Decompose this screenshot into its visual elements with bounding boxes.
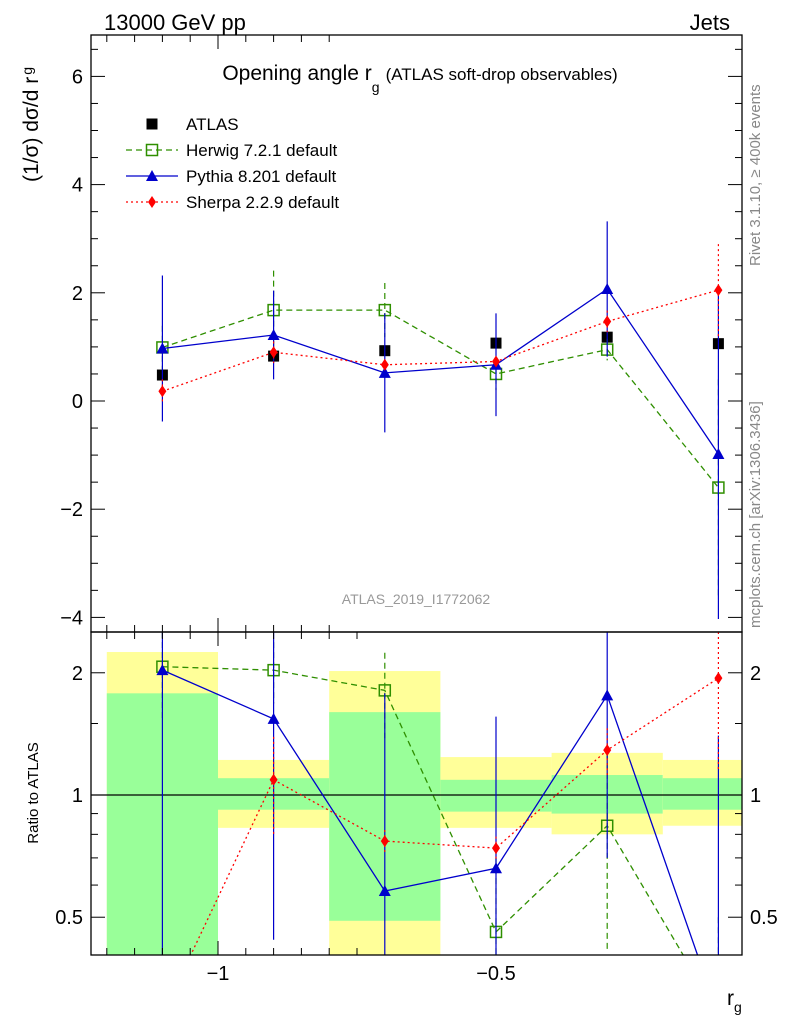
data-point-pythia	[601, 283, 614, 295]
legend-marker-pythia	[146, 170, 158, 181]
series-line-pythia	[162, 669, 699, 955]
main-ytick-label: 6	[72, 66, 83, 88]
ratio-xlabel-subscript: g	[734, 999, 742, 1015]
main-ytick-label: 0	[72, 391, 83, 413]
ratio-xlabel-text: r	[727, 987, 734, 1010]
main-ytick-label: 2	[72, 283, 83, 305]
data-point-sherpa	[492, 842, 500, 855]
main-ylabel: (1/σ) dσ/d r g	[19, 67, 43, 182]
energy-label: 13000 GeV pp	[104, 10, 246, 35]
legend-label-sherpa: Sherpa 2.2.9 default	[186, 193, 339, 212]
series-line-sherpa	[162, 289, 719, 392]
rivet-label: Rivet 3.1.10, ≥ 400k events	[747, 84, 764, 266]
main-title-paren: (ATLAS soft-drop observables)	[386, 65, 618, 84]
main-ylabel-text: (1/σ) dσ/d r	[20, 77, 43, 182]
data-point-sherpa	[380, 835, 389, 848]
legend-label-pythia: Pythia 8.201 default	[186, 167, 337, 186]
legend-marker-herwig	[145, 143, 159, 157]
data-point-pythia	[156, 342, 169, 354]
series-line-herwig	[162, 309, 719, 488]
ratio-ytick-label: 2	[72, 663, 83, 685]
main-ytick-label: −4	[60, 607, 83, 629]
data-point-sherpa	[603, 315, 612, 328]
main-title-subscript: g	[372, 79, 380, 95]
data-point-pythia	[267, 328, 280, 340]
data-point-pythia	[156, 664, 169, 676]
ratio-xlabel: rg	[727, 987, 742, 1015]
legend-marker-sherpa	[148, 196, 156, 208]
legend-marker-atlas	[146, 118, 158, 130]
ratio-ytick-label-right: 0.5	[750, 907, 778, 929]
ratio-ytick-label-right: 2	[750, 663, 761, 685]
series-line-sherpa	[190, 677, 719, 955]
analysis-watermark: ATLAS_2019_I1772062	[342, 591, 491, 607]
category-label: Jets	[690, 10, 730, 35]
ratio-ytick-label: 1	[72, 785, 83, 807]
ratio-ytick-label: 0.5	[55, 907, 83, 929]
main-ylabel-subscript: g	[19, 67, 35, 75]
data-point-sherpa	[380, 358, 389, 371]
data-point-sherpa	[603, 744, 612, 757]
main-title: Opening angle rg (ATLAS soft-drop observa…	[222, 62, 617, 95]
data-point-sherpa	[492, 355, 500, 368]
data-point-sherpa	[714, 284, 723, 297]
mcplots-label: mcplots.cern.ch [arXiv:1306.3436]	[747, 401, 764, 628]
data-point-sherpa	[269, 346, 278, 359]
data-point-pythia	[490, 862, 502, 874]
main-ytick-label: 4	[72, 175, 83, 197]
ratio-ytick-label-right: 1	[750, 785, 761, 807]
data-point-pythia	[378, 366, 391, 378]
data-point-sherpa	[714, 672, 723, 685]
data-point-pythia	[601, 689, 614, 701]
main-ytick-label: −2	[60, 499, 83, 521]
data-point-pythia	[712, 448, 725, 460]
legend: ATLAS Herwig 7.2.1 default Pythia 8.201 de…	[126, 115, 339, 212]
ratio-band-inner	[662, 778, 742, 810]
ratio-panel-frame	[90, 631, 743, 956]
ratio-ylabel: Ratio to ATLAS	[25, 742, 42, 843]
data-point-sherpa	[269, 773, 278, 786]
ratio-xtick-label: −1	[207, 963, 230, 985]
main-title-text: Opening angle r	[222, 62, 371, 85]
data-point-sherpa	[158, 385, 167, 398]
data-point-pythia	[378, 885, 391, 897]
legend-label-herwig: Herwig 7.2.1 default	[186, 141, 337, 160]
series-line-herwig	[162, 666, 684, 955]
series-line-pythia	[162, 288, 719, 455]
ratio-xtick-label: −0.5	[476, 963, 515, 985]
legend-label-atlas: ATLAS	[186, 115, 239, 134]
data-point-pythia	[267, 712, 280, 724]
